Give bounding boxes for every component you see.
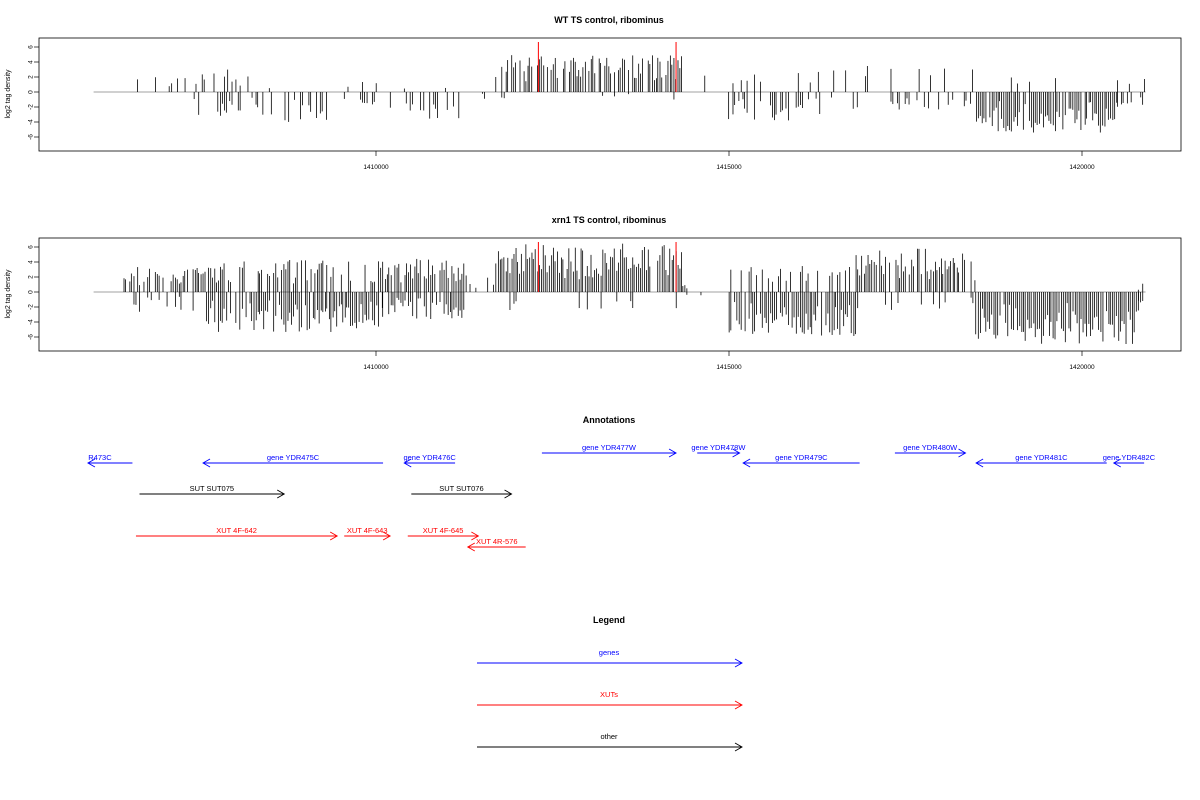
feature-xut-4f-643 [344,531,392,541]
feature-label-gene-ydr480w: gene YDR480W [903,443,958,452]
wt-ytick-label: 4 [28,60,35,64]
wt-ytick-label: -4 [28,119,35,125]
wt-plot-frame [38,37,1182,152]
feature-label-gene-ydr481c: gene YDR481C [1015,453,1068,462]
legend-label-xuts: XUTs [600,690,618,699]
legend-arrow-other-head [734,742,743,752]
xrn1-xtick-label: 1410000 [363,364,389,371]
wt-ytick-label: 0 [28,90,35,94]
legend-arrow-other [477,742,743,752]
feature-label-gene-ydr482c: gene YDR482C [1103,453,1156,462]
feature-label-xut-4f-642: XUT 4F-642 [216,526,257,535]
wt-track-title: WT TS control, ribominus [554,15,664,25]
feature-gene-ydr482c [1112,458,1145,468]
feature-sut-sut076 [411,489,513,499]
legend-arrow-xuts [477,700,743,710]
feature-gene-ydr478w [697,448,741,458]
feature-gene-ydr479c [742,458,860,468]
feature-label-xut-4r-576: XUT 4R-576 [476,537,518,546]
wt-ytick-label: -6 [28,134,35,140]
wt-ytick-label: 6 [28,45,35,49]
feature-label-gene-ydr473c: R473C [88,453,112,462]
wt-density-bars [137,55,1146,133]
xrn1-xtick-label: 1415000 [716,364,742,371]
wt-ytick-label: -2 [28,104,35,110]
legend-arrow-genes-head [734,658,743,668]
feature-label-gene-ydr477w: gene YDR477W [582,443,637,452]
feature-gene-ydr477w [541,448,677,458]
feature-label-gene-ydr475c: gene YDR475C [267,453,320,462]
legend-title: Legend [593,615,625,625]
feature-gene-ydr481c-head [975,458,984,468]
feature-gene-ydr475c [202,458,384,468]
feature-xut-4f-642-head [329,531,339,541]
xrn1-ytick-label: 2 [28,275,35,279]
feature-label-gene-ydr479c: gene YDR479C [775,453,828,462]
xrn1-density-bars [123,243,1144,345]
legend-arrow-xuts-head [734,700,743,710]
feature-xut-4f-645-head [471,531,480,541]
feature-gene-ydr476c [403,458,456,468]
feature-label-gene-ydr476c: gene YDR476C [403,453,456,462]
wt-xtick-label: 1410000 [363,164,389,171]
feature-xut-4f-643-head [382,531,392,541]
wt-xtick-label: 1415000 [716,164,742,171]
feature-sut-sut076-head [504,489,513,499]
feature-xut-4r-576-head [466,542,476,552]
feature-gene-ydr477w-head [668,448,677,458]
xrn1-plot-frame [38,237,1182,352]
legend-panel: Legend genes XUTs other [477,615,743,752]
wt-track-plot: WT TS control, ribominus log2 tag densit… [5,15,1182,171]
feature-xut-4r-576 [466,542,526,552]
xrn1-xtick-label: 1420000 [1069,364,1095,371]
feature-label-xut-4f-645: XUT 4F-645 [423,526,464,535]
xrn1-track-ylabel: log2 tag density [5,269,12,319]
feature-gene-ydr476c-head [403,458,412,468]
legend-arrow-genes [477,658,743,668]
feature-gene-ydr480w [894,448,967,458]
feature-label-sut-sut076: SUT SUT076 [439,484,483,493]
feature-gene-ydr478w-head [732,448,741,458]
feature-gene-ydr475c-head [202,458,211,468]
annotations-panel: Annotations R473C gene YDR475C gene YDR476… [87,415,1156,552]
feature-gene-ydr481c [975,458,1107,468]
feature-gene-ydr473c [87,458,133,468]
wt-xtick-label: 1420000 [1069,164,1095,171]
feature-label-xut-4f-643: XUT 4F-643 [347,526,388,535]
legend-label-other: other [600,732,618,741]
feature-label-sut-sut075: SUT SUT075 [190,484,234,493]
feature-label-gene-ydr478w: gene YDR478W [691,443,746,452]
feature-gene-ydr482c-head [1112,458,1121,468]
feature-gene-ydr479c-head [742,458,751,468]
feature-xut-4f-645 [407,531,480,541]
xrn1-ytick-label: 4 [28,260,35,264]
xrn1-track-plot: xrn1 TS control, ribominus log2 tag dens… [5,215,1182,371]
xrn1-ytick-label: -6 [28,334,35,340]
xrn1-ytick-label: 6 [28,245,35,249]
feature-sut-sut075-head [276,489,286,499]
feature-gene-ydr480w-head [958,448,967,458]
xrn1-ytick-label: -4 [28,319,35,325]
legend-label-genes: genes [599,648,620,657]
xrn1-track-title: xrn1 TS control, ribominus [552,215,667,225]
feature-sut-sut075 [139,489,286,499]
wt-track-ylabel: log2 tag density [5,69,12,119]
feature-xut-4f-642 [135,531,339,541]
feature-gene-ydr473c-head [87,458,96,468]
annotations-title: Annotations [583,415,636,425]
wt-ytick-label: 2 [28,75,35,79]
xrn1-ytick-label: 0 [28,290,35,294]
xrn1-ytick-label: -2 [28,304,35,310]
